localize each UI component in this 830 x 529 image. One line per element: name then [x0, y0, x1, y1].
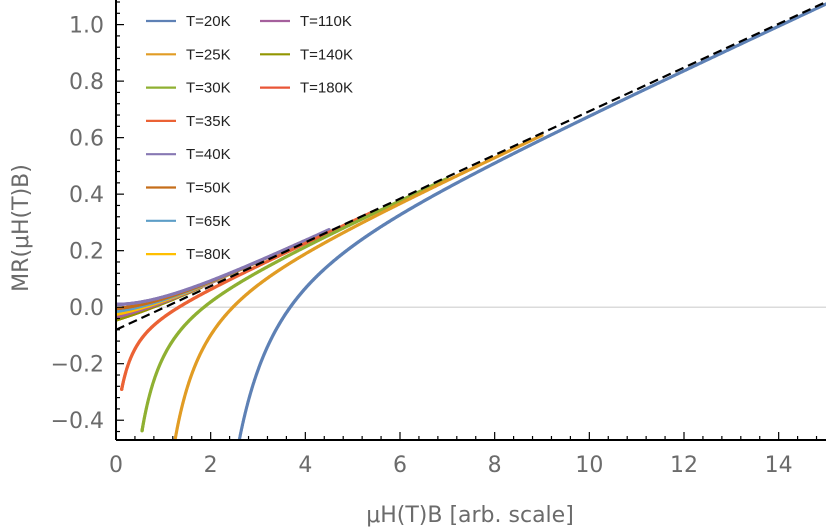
x-tick-label: 4: [298, 453, 312, 478]
legend-item: T=25K: [146, 46, 231, 63]
y-tick-label: 0.6: [69, 127, 104, 152]
legend-label: T=30K: [186, 80, 231, 97]
x-tick-label: 6: [393, 453, 407, 478]
legend-item: T=65K: [146, 213, 231, 230]
y-tick-label: −0.2: [51, 353, 104, 378]
legend-item: T=140K: [260, 46, 353, 63]
legend-label: T=25K: [186, 46, 231, 63]
series-t-25k: [173, 133, 544, 440]
plot-area: [116, 2, 826, 440]
legend-label: T=40K: [186, 146, 231, 163]
x-tick-label: 8: [488, 453, 502, 478]
legend-label: T=140K: [300, 46, 353, 63]
legend-label: T=180K: [300, 80, 353, 97]
series-t-40k: [116, 228, 331, 306]
legend-label: T=35K: [186, 113, 231, 130]
y-axis-title: MR(μH(T)B): [9, 164, 34, 292]
legend-item: T=35K: [146, 113, 231, 130]
legend-item: T=20K: [146, 13, 231, 30]
data-point: [824, 2, 826, 6]
x-tick-label: 10: [575, 453, 603, 478]
axes: 0 2 4 6 8 10 12 14 −0.4 −0.2 0.0 0.2 0.4 0.6 0.8 1.0: [51, 0, 826, 478]
legend-item: T=50K: [146, 180, 231, 197]
x-tick-label: 2: [204, 453, 218, 478]
series-t-20k: [237, 2, 826, 440]
x-axis-title: μH(T)B [arb. scale]: [366, 503, 574, 528]
y-tick-label: 0.8: [69, 70, 104, 95]
y-tick-label: 0.0: [69, 296, 104, 321]
reference-line: [116, 2, 826, 331]
x-tick-label: 14: [765, 453, 793, 478]
x-tick-label: 0: [109, 453, 123, 478]
legend: T=20K T=25K T=30K T=35K T=40K T=50K T=65K T=80K…: [146, 13, 353, 263]
legend-item: T=180K: [260, 80, 353, 97]
legend-label: T=65K: [186, 213, 231, 230]
legend-item: T=110K: [260, 13, 352, 30]
legend-item: T=40K: [146, 146, 231, 163]
y-tick-label: 0.4: [69, 183, 104, 208]
y-tick-label: 0.2: [69, 240, 104, 265]
legend-label: T=110K: [300, 13, 352, 30]
y-tick-label: 1.0: [69, 14, 104, 39]
x-tick-label: 12: [670, 453, 698, 478]
legend-label: T=50K: [186, 180, 231, 197]
legend-label: T=20K: [186, 13, 231, 30]
legend-label: T=80K: [186, 246, 231, 263]
legend-item: T=80K: [146, 246, 231, 263]
y-tick-label: −0.4: [51, 409, 104, 434]
legend-item: T=30K: [146, 80, 231, 97]
